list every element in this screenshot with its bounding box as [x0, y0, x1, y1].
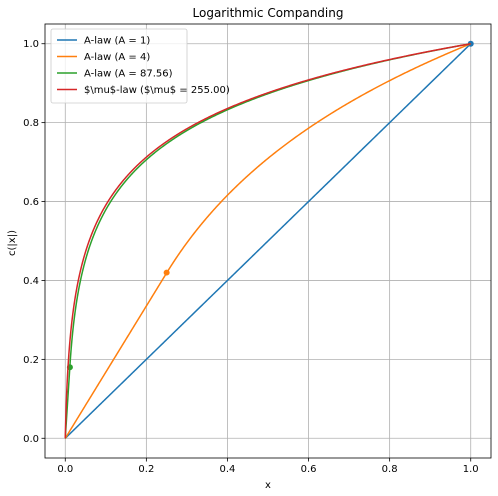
y-axis-label: c(|x|) [7, 230, 18, 256]
legend-label-3: $\mu$-law ($\mu$ = 255.00) [84, 85, 230, 96]
y-tick-label: 0.0 [23, 434, 39, 445]
y-tick-label: 0.8 [23, 118, 39, 129]
legend-box [50, 28, 188, 104]
legend-label-1: A-law (A = 4) [84, 52, 150, 63]
x-tick-label: 0.6 [301, 464, 317, 475]
y-tick-label: 1.0 [23, 39, 39, 50]
chart-title: Logarithmic Companding [193, 6, 344, 20]
series-line-3 [64, 42, 471, 439]
y-tick-label: 0.4 [23, 276, 39, 287]
legend-label-2: A-law (A = 87.56) [84, 69, 173, 80]
x-tick-label: 0.4 [220, 464, 236, 475]
plot-area: 0.0 0.2 0.4 0.6 0.8 1.0 0.0 0.2 0.4 0.6 0.8 1.0 A-la… [23, 23, 492, 475]
x-tick-label: 0.2 [138, 464, 154, 475]
axes-frame [44, 23, 492, 459]
series-line-0 [64, 43, 472, 440]
y-tick-label: 0.2 [23, 355, 39, 366]
legend-label-0: A-law (A = 1) [84, 36, 150, 47]
x-tick-label: 0.8 [382, 464, 398, 475]
series-marker-1 [163, 269, 170, 276]
legend: A-law (A = 1) A-law (A = 4) A-law (A = 87.… [50, 28, 230, 104]
x-axis-label: x [265, 480, 271, 491]
y-tick-label: 0.6 [23, 197, 39, 208]
x-tick-label: 0.0 [57, 464, 73, 475]
x-tick-label: 1.0 [463, 464, 479, 475]
